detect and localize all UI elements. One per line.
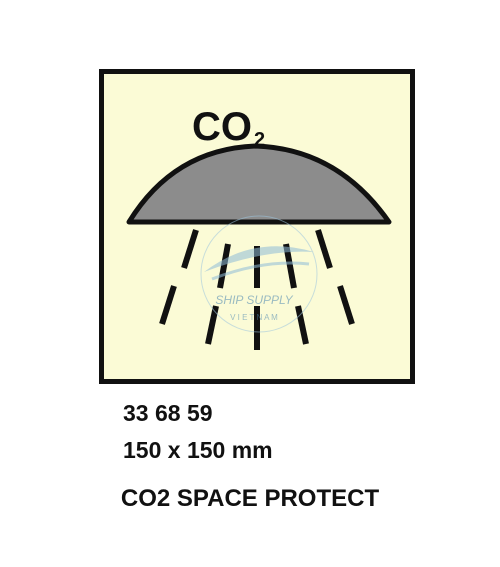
dome-icon	[126, 143, 392, 225]
co2-label: CO	[192, 105, 252, 149]
watermark-logo: SHIP SUPPLY V I E T N A M	[200, 215, 318, 333]
co2-subscript: 2	[254, 129, 265, 151]
product-name: CO2 SPACE PROTECT	[120, 485, 380, 512]
watermark-subtext: V I E T N A M	[230, 313, 278, 322]
co2-sign-graphic: CO 2 SHIP SUPPLY V I E T N A M	[126, 105, 392, 350]
product-size: 150 x 150 mm	[123, 437, 273, 463]
product-code: 33 68 59	[123, 400, 213, 426]
watermark-text: SHIP SUPPLY	[215, 293, 293, 307]
co2-sign: CO 2 SHIP SUPPLY V I E T N A M	[99, 69, 415, 384]
